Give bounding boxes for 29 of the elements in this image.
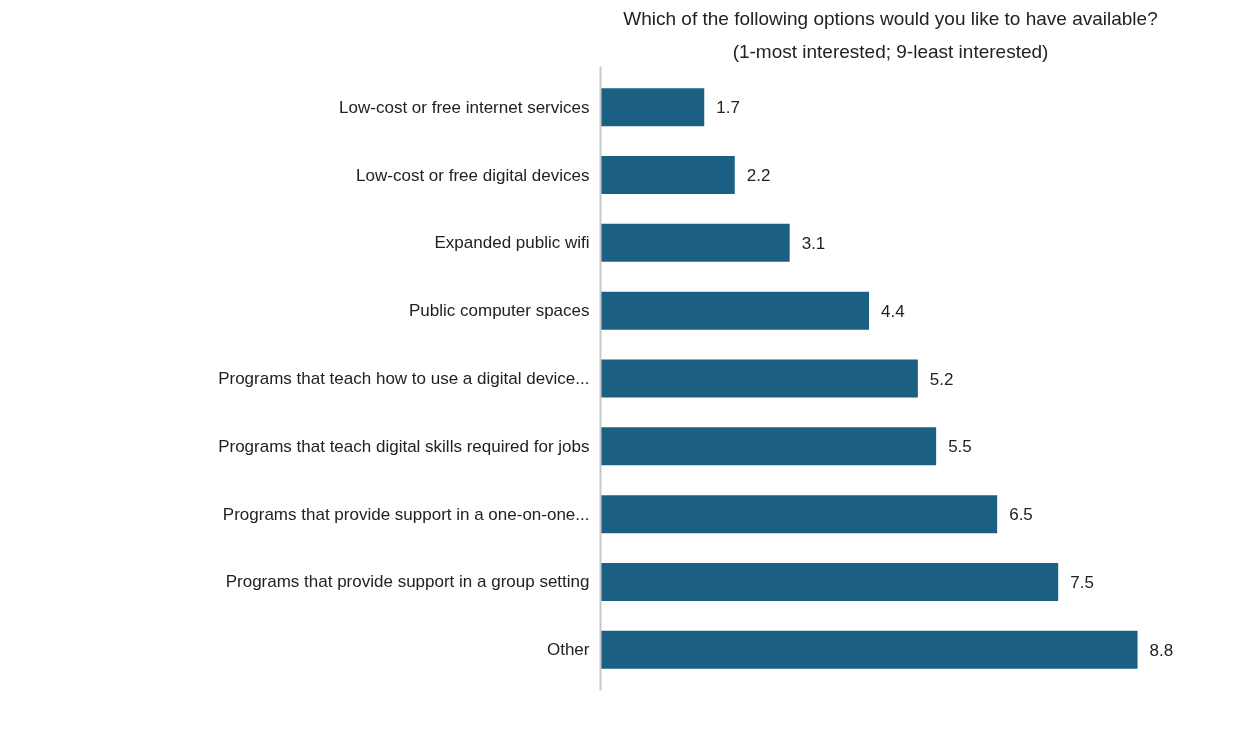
y-tick-label: Programs that provide support in a one-on-one...: [222, 504, 590, 524]
data-label: 8.8: [1149, 640, 1174, 660]
data-label: 2.2: [746, 166, 771, 186]
y-tick-label: Low-cost or free digital devices: [356, 165, 590, 185]
bar: [600, 562, 1059, 601]
bar: [600, 630, 1138, 669]
bar: [600, 88, 705, 127]
data-label: 5.2: [929, 369, 954, 389]
data-label: 1.7: [716, 98, 740, 118]
y-tick-label: Programs that provide support in a group setting: [225, 572, 590, 592]
chart-subtitle: (1-most interested; 9-least interested): [732, 40, 1049, 62]
y-tick-label: Other: [546, 640, 590, 660]
data-label: 4.4: [881, 301, 905, 321]
bar: [600, 156, 735, 195]
y-tick-label: Programs that teach digital skills required for jobs: [218, 436, 590, 456]
bar: [600, 495, 998, 534]
data-label: 3.1: [801, 233, 826, 253]
bar: [600, 291, 870, 330]
y-tick-label: Expanded public wifi: [434, 233, 590, 253]
data-label: 7.5: [1070, 572, 1094, 592]
y-tick-label: Programs that teach how to use a digital device...: [218, 369, 590, 388]
data-label: 5.5: [948, 437, 972, 457]
bar: [600, 359, 918, 398]
chart-title: Which of the following options would you like to have available?: [623, 7, 1158, 29]
data-label: 6.5: [1009, 505, 1033, 525]
y-tick-label: Public computer spaces: [409, 301, 590, 321]
y-tick-label: Low-cost or free internet services: [339, 97, 590, 117]
bar: [600, 427, 937, 466]
bar: [600, 223, 790, 262]
